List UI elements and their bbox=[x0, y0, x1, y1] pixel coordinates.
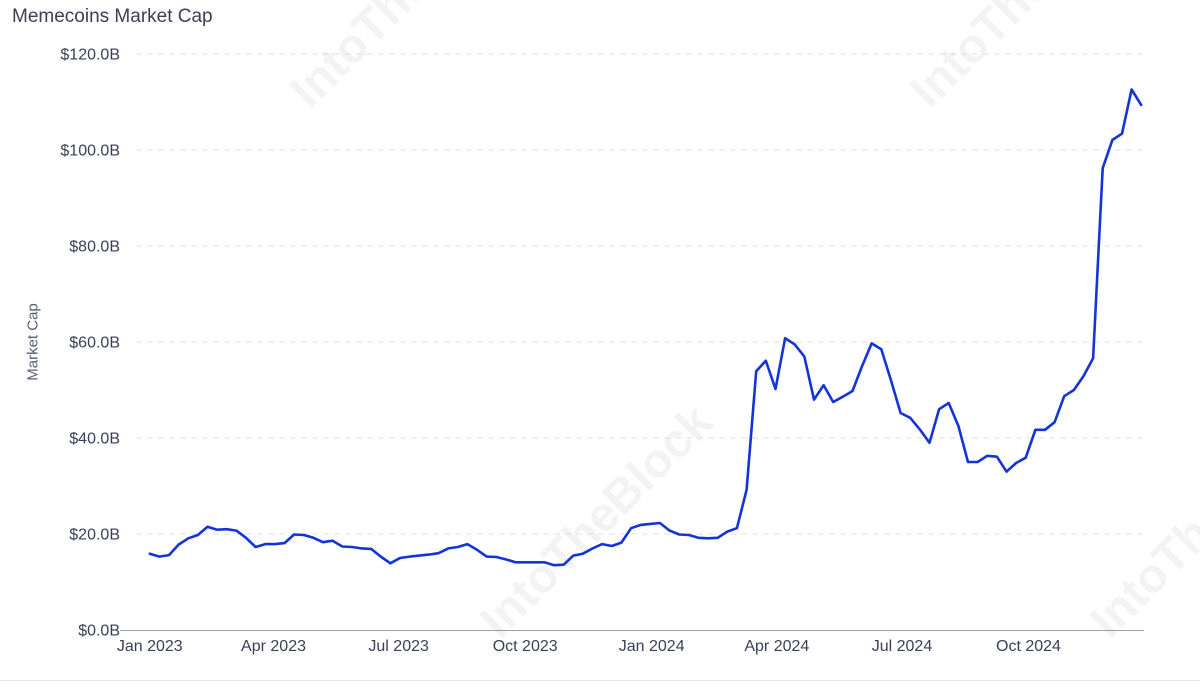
y-tick-label: $100.0B bbox=[60, 143, 120, 160]
x-tick-label: Jul 2024 bbox=[872, 638, 933, 655]
chart-title: Memecoins Market Cap bbox=[12, 6, 213, 27]
y-tick-label: $80.0B bbox=[69, 239, 120, 256]
watermark-text: IntoTheBlock bbox=[280, 0, 533, 118]
y-tick-label: $20.0B bbox=[69, 527, 120, 544]
bottom-divider bbox=[0, 680, 1200, 681]
x-tick-label: Apr 2024 bbox=[744, 638, 809, 655]
y-tick-label: $60.0B bbox=[69, 335, 120, 352]
x-tick-label: Jan 2024 bbox=[619, 638, 685, 655]
y-tick-label: $120.0B bbox=[60, 47, 120, 64]
x-axis-ticks: Jan 2023 Apr 2023 Jul 2023 Oct 2023 Jan 2024… bbox=[117, 638, 1061, 655]
y-axis-ticks: $0.0B $20.0B $40.0B $60.0B $80.0B $100.0B $120… bbox=[60, 47, 120, 640]
watermark-text: IntoTheBlock bbox=[1080, 395, 1200, 648]
y-tick-label: $0.0B bbox=[78, 623, 120, 640]
x-tick-label: Oct 2023 bbox=[493, 638, 558, 655]
x-tick-label: Apr 2023 bbox=[241, 638, 306, 655]
watermark-text: IntoTheBlock bbox=[900, 0, 1153, 118]
x-tick-label: Jan 2023 bbox=[117, 638, 183, 655]
x-tick-label: Oct 2024 bbox=[996, 638, 1061, 655]
watermark-text: IntoTheBlock bbox=[470, 395, 723, 648]
x-tick-label: Jul 2023 bbox=[368, 638, 429, 655]
y-tick-label: $40.0B bbox=[69, 431, 120, 448]
series-line bbox=[148, 88, 1143, 567]
watermarks: IntoTheBlock IntoTheBlock IntoTheBlock Into… bbox=[280, 0, 1200, 648]
